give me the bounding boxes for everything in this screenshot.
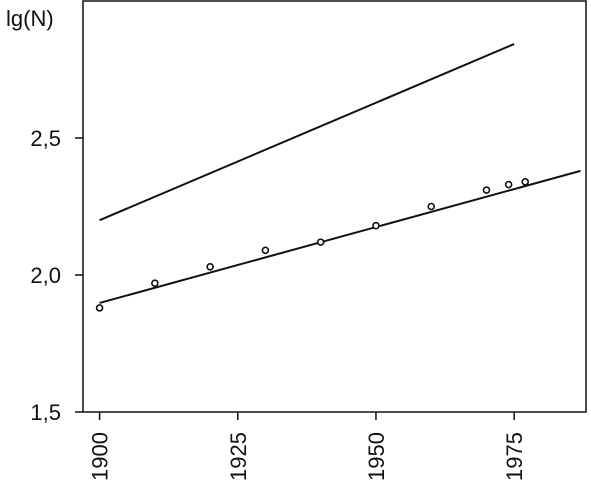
- y-tick-label: 1,5: [30, 400, 61, 425]
- data-point: [482, 186, 491, 194]
- y-tick-label: 2,5: [30, 126, 61, 151]
- x-tick-label: 1900: [88, 432, 113, 481]
- y-tick-label: 2,0: [30, 263, 61, 288]
- x-tick-label: 1925: [226, 432, 251, 481]
- x-tick-label: 1975: [502, 432, 527, 481]
- data-point: [372, 221, 380, 230]
- trend-line: [99, 43, 515, 222]
- plot-frame: [82, 0, 587, 413]
- x-tick-label: 1950: [364, 432, 389, 481]
- data-point: [521, 178, 529, 186]
- data-point: [316, 238, 325, 246]
- y-axis-label: lg(N): [6, 6, 54, 31]
- data-point: [151, 279, 159, 288]
- trend-line: [99, 169, 581, 304]
- data-point: [206, 262, 214, 271]
- data-point: [504, 180, 513, 189]
- data-point: [261, 246, 270, 255]
- data-point: [427, 202, 436, 211]
- data-point: [95, 304, 104, 312]
